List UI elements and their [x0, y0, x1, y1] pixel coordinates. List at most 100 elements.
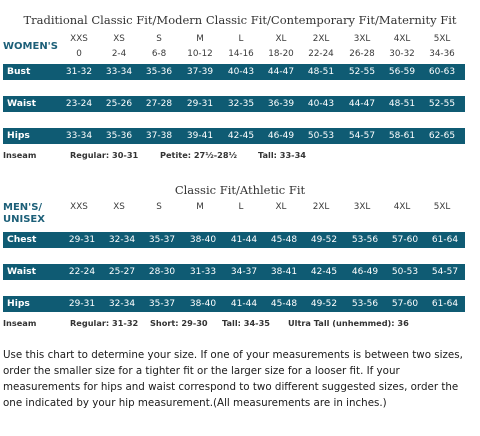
measure-cell: 37-39	[186, 67, 214, 77]
inseam-petite: Petite: 27½-28½	[160, 150, 238, 160]
measure-cell: 23-24	[65, 99, 93, 109]
size-header-cell: XXS	[70, 202, 88, 212]
row-label: Bust	[7, 66, 31, 77]
mens-section-label-line2: UNISEX	[3, 214, 45, 225]
size-header-cell: XL	[275, 34, 287, 44]
numeric-size-cell: 18-20	[268, 49, 294, 59]
measure-cell: 31-32	[65, 67, 93, 77]
measure-cell: 37-38	[145, 131, 173, 141]
size-header-cell: 2XL	[312, 34, 330, 44]
size-header-cell: 5XL	[433, 202, 451, 212]
size-header-cell: XS	[113, 202, 125, 212]
measure-cell: 35-36	[105, 131, 133, 141]
measure-cell: 52-55	[348, 67, 376, 77]
size-header-cell: XS	[113, 34, 125, 44]
measure-cell: 62-65	[428, 131, 456, 141]
inseam-regular: Regular: 31-32	[70, 318, 139, 328]
mens-size-header: XXS XS S M L XL 2XL 3XL 4XL 5XL	[0, 200, 480, 214]
measure-cell: 25-27	[108, 267, 136, 277]
measure-cell: 61-64	[431, 299, 459, 309]
measure-cell: 38-41	[270, 267, 298, 277]
mens-chest-row: Chest 29-31 32-34 35-37 38-40 41-44 45-4…	[3, 232, 465, 248]
measure-cell: 42-45	[310, 267, 338, 277]
measure-cell: 61-64	[431, 235, 459, 245]
measure-cell: 45-48	[270, 235, 298, 245]
inseam-tall: Tall: 34-35	[222, 318, 270, 328]
numeric-size-cell: 22-24	[308, 49, 334, 59]
measure-cell: 32-35	[227, 99, 255, 109]
row-label: Waist	[7, 266, 37, 277]
measure-cell: 32-34	[108, 235, 136, 245]
size-header-cell: 4XL	[393, 34, 411, 44]
measure-cell: 35-37	[148, 235, 176, 245]
measure-cell: 25-26	[105, 99, 133, 109]
size-header-cell: XL	[275, 202, 287, 212]
numeric-size-cell: 2-4	[111, 49, 127, 59]
measure-cell: 33-34	[65, 131, 93, 141]
inseam-tall: Tall: 33-34	[258, 150, 306, 160]
measure-cell: 48-51	[388, 99, 416, 109]
measure-cell: 29-31	[186, 99, 214, 109]
measure-cell: 35-36	[145, 67, 173, 77]
measure-cell: 44-47	[267, 67, 295, 77]
mens-chart-title: Classic Fit/Athletic Fit	[174, 183, 306, 197]
measure-cell: 33-34	[105, 67, 133, 77]
sizing-instructions: Use this chart to determine your size. I…	[3, 349, 463, 409]
measure-cell: 60-63	[428, 67, 456, 77]
size-header-cell: 5XL	[433, 34, 451, 44]
measure-cell: 46-49	[267, 131, 295, 141]
inseam-label: Inseam	[3, 150, 37, 160]
measure-cell: 40-43	[307, 99, 335, 109]
numeric-size-cell: 26-28	[349, 49, 375, 59]
measure-cell: 27-28	[145, 99, 173, 109]
inseam-label: Inseam	[3, 318, 37, 328]
measure-cell: 35-37	[148, 299, 176, 309]
measure-cell: 34-37	[230, 267, 258, 277]
size-header-cell: L	[238, 34, 244, 44]
measure-cell: 41-44	[230, 235, 258, 245]
numeric-size-cell: 34-36	[429, 49, 455, 59]
measure-cell: 38-40	[189, 299, 217, 309]
inseam-short: Short: 29-30	[150, 318, 208, 328]
measure-cell: 57-60	[391, 235, 419, 245]
measure-cell: 40-43	[227, 67, 255, 77]
mens-hips-row: Hips 29-31 32-34 35-37 38-40 41-44 45-48…	[3, 296, 465, 312]
measure-cell: 53-56	[351, 235, 379, 245]
measure-cell: 58-61	[388, 131, 416, 141]
measure-cell: 22-24	[68, 267, 96, 277]
size-header-cell: 3XL	[353, 34, 371, 44]
measure-cell: 48-51	[307, 67, 335, 77]
measure-cell: 28-30	[148, 267, 176, 277]
measure-cell: 39-41	[186, 131, 214, 141]
numeric-size-cell: 6-8	[151, 49, 167, 59]
womens-waist-row: Waist 23-24 25-26 27-28 29-31 32-35 36-3…	[3, 96, 465, 112]
inseam-ultra-tall: Ultra Tall (unhemmed): 36	[288, 318, 409, 328]
measure-cell: 31-33	[189, 267, 217, 277]
size-header-cell: S	[156, 202, 162, 212]
measure-cell: 50-53	[391, 267, 419, 277]
womens-numeric-size-header: 0 2-4 6-8 10-12 14-16 18-20 22-24 26-28 …	[0, 47, 480, 61]
measure-cell: 54-57	[348, 131, 376, 141]
size-header-cell: L	[238, 202, 244, 212]
size-header-cell: S	[156, 34, 162, 44]
measure-cell: 49-52	[310, 235, 338, 245]
measure-cell: 49-52	[310, 299, 338, 309]
row-label: Waist	[7, 98, 37, 109]
row-label: Chest	[7, 234, 37, 245]
size-header-cell: M	[196, 202, 204, 212]
size-header-cell: 4XL	[393, 202, 411, 212]
mens-section-label-line1: MEN'S/	[3, 202, 43, 213]
size-header-cell: 3XL	[353, 202, 371, 212]
womens-size-header: XXS XS S M L XL 2XL 3XL 4XL 5XL	[0, 32, 480, 46]
numeric-size-cell: 30-32	[389, 49, 415, 59]
measure-cell: 36-39	[267, 99, 295, 109]
numeric-size-cell: 14-16	[228, 49, 254, 59]
row-label: Hips	[7, 130, 30, 141]
size-header-cell: M	[196, 34, 204, 44]
measure-cell: 57-60	[391, 299, 419, 309]
womens-chart-title: Traditional Classic Fit/Modern Classic F…	[23, 13, 457, 27]
measure-cell: 56-59	[388, 67, 416, 77]
womens-bust-row: Bust 31-32 33-34 35-36 37-39 40-43 44-47…	[3, 64, 465, 80]
numeric-size-cell: 0	[76, 49, 82, 59]
measure-cell: 29-31	[68, 235, 96, 245]
